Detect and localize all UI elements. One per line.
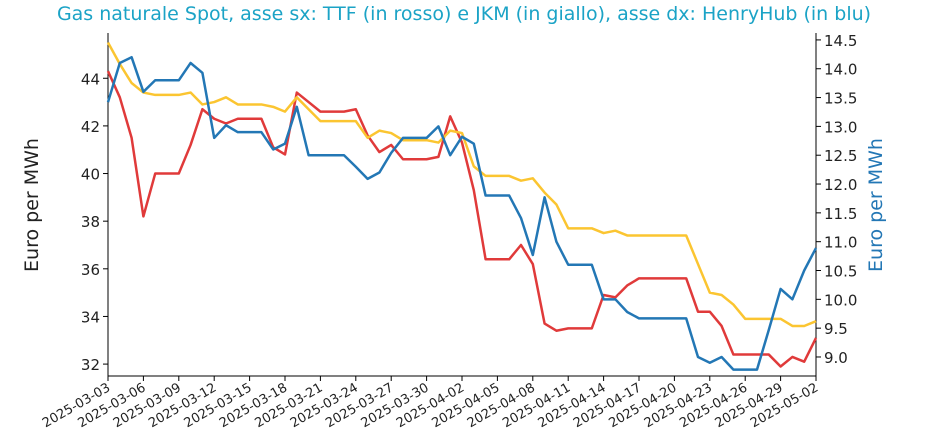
y2-tick-label: 14.5 [824, 32, 857, 50]
y2-tick-label: 9.0 [824, 349, 848, 367]
y-tick-label: 38 [81, 213, 100, 231]
y2-tick-label: 11.5 [824, 205, 857, 223]
y-axis-label: Euro per MWh [21, 138, 43, 272]
series-line [106, 41, 817, 328]
y2-tick-label: 13.0 [824, 118, 857, 136]
chart-title: Gas naturale Spot, asse sx: TTF (in ross… [57, 3, 871, 25]
y-tick-label: 40 [81, 166, 100, 184]
y2-tick-label: 10.5 [824, 263, 857, 281]
y-tick-label: 32 [81, 356, 100, 374]
y-tick-label: 44 [81, 70, 100, 88]
y-tick-label: 42 [81, 118, 100, 136]
y2-tick-label: 14.0 [824, 61, 857, 79]
series-line [106, 55, 818, 371]
y-tick-label: 36 [81, 261, 100, 279]
y2-tick-label: 12.0 [824, 176, 857, 194]
y2-axis-label: Euro per MWh [865, 138, 887, 272]
y2-tick-label: 9.5 [824, 320, 848, 338]
y-tick-label: 34 [81, 308, 100, 326]
y2-tick-label: 12.5 [824, 147, 857, 165]
y2-tick-label: 10.0 [824, 291, 857, 309]
y2-tick-label: 13.5 [824, 90, 857, 108]
y2-tick-label: 11.0 [824, 234, 857, 252]
series-line [106, 70, 818, 368]
